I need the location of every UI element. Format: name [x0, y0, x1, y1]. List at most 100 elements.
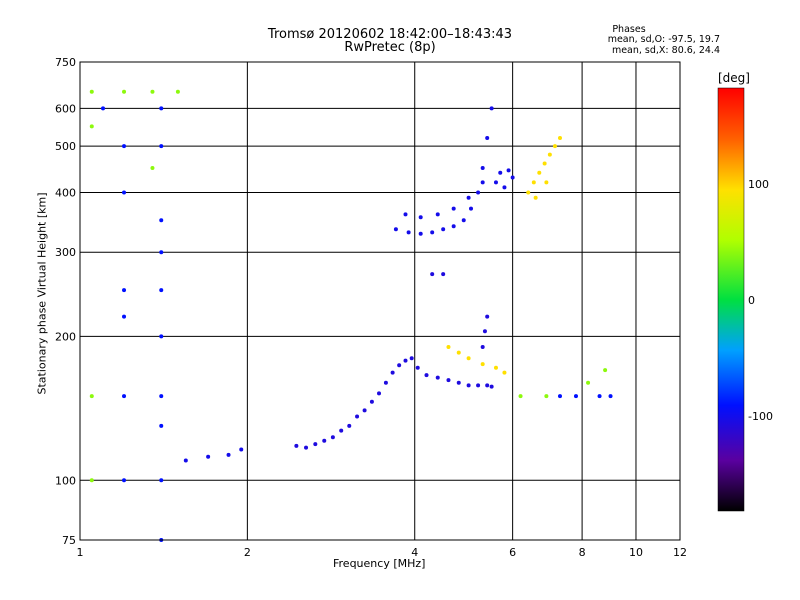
data-point — [322, 438, 327, 443]
data-point — [159, 478, 164, 483]
data-point — [175, 89, 180, 94]
data-point — [510, 175, 515, 180]
data-point — [355, 414, 360, 419]
colorbar-tick-0: 0 — [748, 294, 755, 307]
data-point — [362, 408, 367, 413]
y-tick-label: 200 — [55, 330, 76, 343]
data-point — [409, 356, 414, 361]
data-point — [206, 454, 211, 459]
data-point — [489, 106, 494, 111]
data-point — [544, 180, 549, 185]
data-point — [485, 314, 490, 319]
phases-o-stats: mean, sd,O: -97.5, 19.7 — [607, 34, 720, 45]
data-point — [544, 394, 549, 399]
data-point — [159, 250, 164, 255]
data-point — [485, 136, 490, 141]
data-point — [159, 106, 164, 111]
data-point — [101, 106, 106, 111]
data-point — [430, 230, 435, 235]
data-point — [441, 272, 446, 277]
data-point — [480, 345, 485, 350]
x-tick-label: 8 — [579, 546, 586, 559]
data-point — [304, 445, 309, 450]
data-point — [347, 423, 352, 428]
colorbar-tick-100: 100 — [748, 178, 769, 191]
plot-frame — [79, 61, 681, 541]
data-point — [608, 394, 613, 399]
data-point — [485, 383, 490, 388]
data-point — [451, 206, 456, 211]
x-tick-label: 4 — [411, 546, 418, 559]
data-point — [122, 144, 127, 149]
data-point — [339, 428, 344, 433]
data-point — [122, 314, 127, 319]
x-tick-label: 12 — [673, 546, 687, 559]
data-point — [502, 185, 507, 190]
data-point — [456, 380, 461, 385]
data-point — [159, 144, 164, 149]
colorbar-unit: [deg] — [718, 71, 750, 85]
y-axis-label: Stationary phase Virtual Height [km] — [35, 192, 49, 395]
colorbar — [717, 87, 745, 512]
data-point — [122, 478, 127, 483]
y-tick-label: 750 — [55, 56, 76, 69]
data-point — [435, 375, 440, 380]
data-point — [557, 394, 562, 399]
colorbar-tick-minus-100: -100 — [748, 410, 773, 423]
y-tick-label: 75 — [62, 534, 76, 547]
data-point — [239, 447, 244, 452]
data-point — [330, 435, 335, 440]
data-point — [397, 363, 402, 368]
data-point — [159, 394, 164, 399]
data-point — [150, 89, 155, 94]
data-point — [456, 350, 461, 355]
y-tick-label: 100 — [55, 474, 76, 487]
phases-x-stats: mean, sd,X: 80.6, 24.4 — [611, 45, 720, 56]
data-point — [531, 180, 536, 185]
data-point — [183, 458, 188, 463]
x-tick-label: 1 — [77, 546, 84, 559]
data-point — [446, 378, 451, 383]
data-point — [493, 365, 498, 370]
data-point — [480, 180, 485, 185]
data-point — [383, 380, 388, 385]
data-point — [537, 170, 542, 175]
data-point — [573, 394, 578, 399]
data-point — [502, 370, 507, 375]
data-point — [159, 288, 164, 293]
data-point — [369, 399, 374, 404]
data-point — [533, 195, 538, 200]
data-point — [461, 218, 466, 223]
data-point — [122, 288, 127, 293]
data-point — [603, 368, 608, 373]
data-point — [446, 345, 451, 350]
y-tick-label: 300 — [55, 246, 76, 259]
data-point — [489, 384, 494, 389]
data-point — [418, 231, 423, 236]
data-point — [498, 170, 503, 175]
data-point — [451, 224, 456, 229]
data-point — [547, 152, 552, 157]
data-point — [476, 190, 481, 195]
data-point — [294, 443, 299, 448]
phases-heading: Phases — [612, 24, 646, 35]
data-point — [597, 394, 602, 399]
data-point — [542, 161, 547, 166]
data-point — [159, 218, 164, 223]
data-point — [122, 190, 127, 195]
data-point — [586, 380, 591, 385]
data-point — [469, 206, 474, 211]
x-tick-label: 10 — [629, 546, 643, 559]
data-point — [424, 373, 429, 378]
data-point — [526, 190, 531, 195]
data-point — [390, 370, 395, 375]
x-tick-label: 6 — [509, 546, 516, 559]
data-point — [466, 383, 471, 388]
y-axis-ticks: 75 100 200 300 400 500 600 750 — [55, 56, 76, 547]
y-tick-label: 400 — [55, 186, 76, 199]
data-point — [403, 212, 408, 217]
data-point — [441, 227, 446, 232]
grid-lines — [80, 62, 680, 540]
data-point — [482, 329, 487, 334]
